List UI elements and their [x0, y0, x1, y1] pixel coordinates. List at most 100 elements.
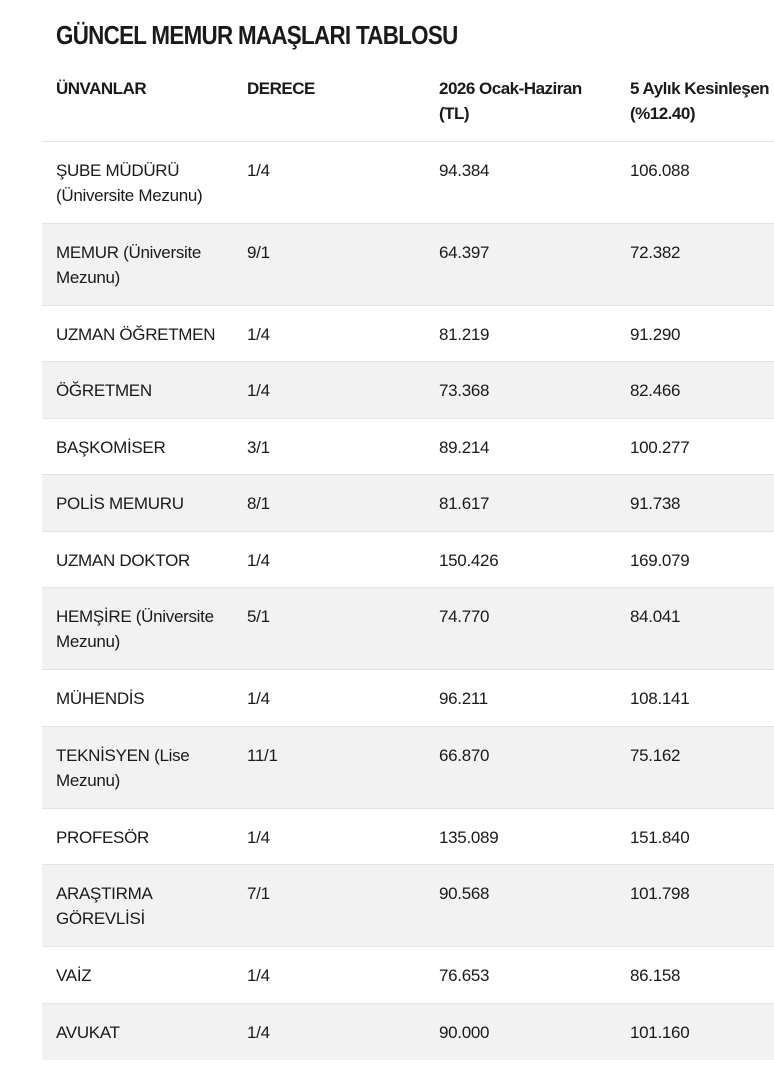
- cell-title: ŞUBE MÜDÜRÜ (Üniversite Mezunu): [42, 140, 233, 223]
- header-salary-jan-jun: 2026 Ocak-Haziran (TL): [425, 70, 616, 142]
- cell-title-line1: HEMŞİRE (Üniversite: [56, 607, 214, 626]
- header-salary-final: 5 Aylık Kesinleşen (%12.40): [616, 70, 774, 142]
- cell-title-line1: AVUKAT: [56, 1022, 120, 1042]
- cell-salary-final: 72.382: [616, 222, 774, 305]
- cell-title: HEMŞİRE (Üniversite Mezunu): [42, 587, 233, 670]
- cell-title-line1: ÖĞRETMEN: [56, 381, 152, 400]
- cell-salary-final: 151.840: [616, 807, 774, 865]
- cell-salary-jan-jun: 76.653: [425, 946, 616, 1003]
- cell-grade: 8/1: [233, 474, 425, 531]
- cell-salary-final: 169.079: [616, 530, 774, 588]
- cell-grade: 1/4: [233, 361, 425, 418]
- cell-grade: 1/4: [233, 807, 425, 865]
- header-salary-jan-jun-line1: 2026 Ocak-Haziran: [439, 79, 582, 98]
- cell-salary-final: 108.141: [616, 669, 774, 726]
- cell-title: UZMAN DOKTOR: [42, 530, 233, 588]
- cell-salary-jan-jun: 81.617: [425, 474, 616, 531]
- page-title: GÜNCEL MEMUR MAAŞLARI TABLOSU: [56, 20, 458, 50]
- cell-salary-final: 84.041: [616, 587, 774, 670]
- cell-title-line2: Mezunu): [56, 632, 121, 651]
- cell-title-line1: UZMAN DOKTOR: [56, 550, 190, 570]
- cell-title-line1: ŞUBE MÜDÜRÜ: [56, 160, 180, 180]
- cell-grade: 11/1: [233, 725, 425, 808]
- cell-title: ARAŞTIRMA GÖREVLİSİ: [42, 864, 233, 947]
- cell-salary-jan-jun: 64.397: [425, 222, 616, 305]
- cell-title-line1: ARAŞTIRMA: [56, 884, 153, 903]
- table-row: POLİS MEMURU 8/1 81.617 91.738: [42, 474, 774, 531]
- cell-salary-jan-jun: 96.211: [425, 669, 616, 726]
- cell-salary-jan-jun: 90.000: [425, 1002, 616, 1060]
- table-row: PROFESÖR 1/4 135.089 151.840: [42, 807, 774, 865]
- cell-salary-jan-jun: 150.426: [425, 530, 616, 588]
- cell-salary-final: 91.738: [616, 474, 774, 531]
- header-salary-final-line2: (%12.40): [630, 104, 695, 123]
- table-row: UZMAN ÖĞRETMEN 1/4 81.219 91.290: [42, 304, 774, 362]
- cell-grade: 1/4: [233, 1002, 425, 1060]
- table-row: UZMAN DOKTOR 1/4 150.426 169.079: [42, 530, 774, 588]
- table-row: MEMUR (Üniversite Mezunu) 9/1 64.397 72.382: [42, 222, 774, 305]
- cell-grade: 9/1: [233, 222, 425, 305]
- cell-salary-final: 91.290: [616, 304, 774, 362]
- cell-title: BAŞKOMİSER: [42, 417, 233, 475]
- cell-salary-jan-jun: 90.568: [425, 864, 616, 947]
- cell-title: UZMAN ÖĞRETMEN: [42, 304, 233, 362]
- table-row: VAİZ 1/4 76.653 86.158: [42, 946, 774, 1003]
- cell-title: VAİZ: [42, 946, 233, 1003]
- cell-grade: 1/4: [233, 304, 425, 362]
- cell-salary-final: 101.160: [616, 1002, 774, 1060]
- cell-title: MEMUR (Üniversite Mezunu): [42, 222, 233, 305]
- table-header-row: ÜNVANLAR DERECE 2026 Ocak-Haziran (TL) 5…: [42, 70, 774, 142]
- table-row: TEKNİSYEN (Lise Mezunu) 11/1 66.870 75.162: [42, 725, 774, 808]
- table-row: ŞUBE MÜDÜRÜ (Üniversite Mezunu) 1/4 94.384 1…: [42, 140, 774, 223]
- cell-grade: 1/4: [233, 140, 425, 223]
- cell-grade: 1/4: [233, 669, 425, 726]
- table-row: HEMŞİRE (Üniversite Mezunu) 5/1 74.770 84.04…: [42, 587, 774, 670]
- cell-salary-final: 100.277: [616, 417, 774, 475]
- cell-grade: 1/4: [233, 946, 425, 1003]
- cell-title: PROFESÖR: [42, 807, 233, 865]
- cell-grade: 7/1: [233, 864, 425, 947]
- header-title: ÜNVANLAR: [42, 70, 233, 142]
- cell-title-line2: Mezunu): [56, 267, 121, 287]
- cell-title-line1: MÜHENDİS: [56, 689, 145, 708]
- table-row: BAŞKOMİSER 3/1 89.214 100.277: [42, 417, 774, 475]
- cell-salary-jan-jun: 74.770: [425, 587, 616, 670]
- table-row: AVUKAT 1/4 90.000 101.160: [42, 1002, 774, 1060]
- header-salary-final-line1: 5 Aylık Kesinleşen: [630, 79, 770, 98]
- table-row: MÜHENDİS 1/4 96.211 108.141: [42, 669, 774, 726]
- cell-salary-jan-jun: 66.870: [425, 725, 616, 808]
- cell-title: MÜHENDİS: [42, 669, 233, 726]
- cell-title-line1: TEKNİSYEN (Lise: [56, 745, 190, 765]
- cell-title: AVUKAT: [42, 1002, 233, 1060]
- table-row: ÖĞRETMEN 1/4 73.368 82.466: [42, 361, 774, 418]
- header-grade: DERECE: [233, 70, 425, 142]
- cell-title-line1: POLİS MEMURU: [56, 494, 184, 513]
- cell-grade: 1/4: [233, 530, 425, 588]
- cell-salary-final: 82.466: [616, 361, 774, 418]
- cell-title-line2: GÖREVLİSİ: [56, 909, 145, 928]
- cell-title-line1: BAŞKOMİSER: [56, 437, 166, 457]
- cell-title-line1: MEMUR (Üniversite: [56, 242, 202, 262]
- cell-salary-final: 101.798: [616, 864, 774, 947]
- cell-salary-final: 106.088: [616, 140, 774, 223]
- cell-title: ÖĞRETMEN: [42, 361, 233, 418]
- table-row: ARAŞTIRMA GÖREVLİSİ 7/1 90.568 101.798: [42, 864, 774, 947]
- header-salary-jan-jun-line2: (TL): [439, 104, 470, 123]
- cell-salary-jan-jun: 73.368: [425, 361, 616, 418]
- cell-salary-jan-jun: 89.214: [425, 417, 616, 475]
- cell-title-line1: PROFESÖR: [56, 827, 150, 847]
- table-body: ŞUBE MÜDÜRÜ (Üniversite Mezunu) 1/4 94.384 1…: [42, 140, 774, 1060]
- cell-title: TEKNİSYEN (Lise Mezunu): [42, 725, 233, 808]
- cell-title-line2: (Üniversite Mezunu): [56, 185, 203, 205]
- cell-grade: 3/1: [233, 417, 425, 475]
- cell-salary-jan-jun: 81.219: [425, 304, 616, 362]
- cell-title-line1: UZMAN ÖĞRETMEN: [56, 324, 216, 344]
- cell-title-line1: VAİZ: [56, 966, 92, 985]
- cell-title-line2: Mezunu): [56, 770, 121, 790]
- cell-salary-jan-jun: 135.089: [425, 807, 616, 865]
- salary-table: ÜNVANLAR DERECE 2026 Ocak-Haziran (TL) 5…: [42, 70, 774, 1060]
- cell-grade: 5/1: [233, 587, 425, 670]
- cell-salary-final: 86.158: [616, 946, 774, 1003]
- cell-salary-jan-jun: 94.384: [425, 140, 616, 223]
- cell-salary-final: 75.162: [616, 725, 774, 808]
